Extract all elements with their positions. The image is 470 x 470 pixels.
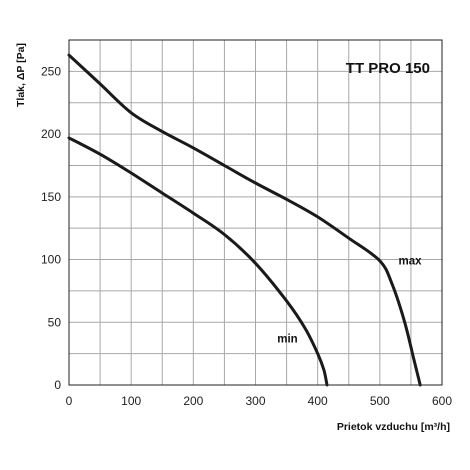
y-tick-label: 200 [41,127,61,141]
x-axis-label: Prietok vzduchu [m³/h] [337,421,450,433]
y-tick-label: 250 [41,64,61,78]
y-tick-label: 150 [41,190,61,204]
grid-lines [69,40,442,385]
x-tick-label: 400 [308,394,328,408]
y-tick-label: 0 [54,378,61,392]
chart-title: TT PRO 150 [346,60,430,77]
y-tick-labels: 0 50 100 150 200 250 [41,64,61,392]
series-line-min [67,136,329,387]
y-tick-label: 50 [48,315,62,329]
x-tick-label: 600 [432,394,452,408]
x-tick-labels: 0 100 200 300 400 500 600 [66,394,453,408]
x-tick-label: 200 [183,394,203,408]
plot-frame [68,39,443,386]
x-tick-label: 300 [245,394,265,408]
x-tick-label: 100 [121,394,141,408]
series-labels: max min [277,256,422,346]
x-tick-label: 500 [370,394,390,408]
y-axis-label: Tlak, ΔP [Pa] [15,43,27,107]
series-label-max: max [398,256,422,268]
series-label-min: min [277,333,297,345]
series-layer [67,53,422,387]
series-line-max [67,53,422,387]
x-tick-label: 0 [66,394,73,408]
y-tick-label: 100 [41,253,61,267]
